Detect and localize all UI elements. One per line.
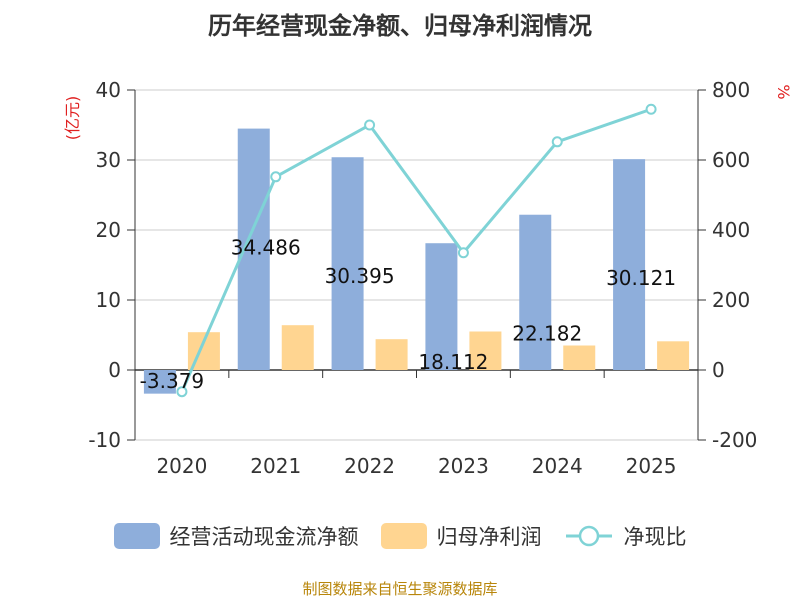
source-note: 制图数据来自恒生聚源数据库 [302, 580, 498, 598]
legend-line-marker-icon [565, 525, 612, 547]
label-layer: -10 -200 0 0 10 200 20 400 30 600 40 800 (亿元)% 2020 20… [63, 78, 793, 478]
bar-net-profit [563, 345, 596, 370]
bar-cash-flow [613, 159, 646, 370]
ratio-point [457, 247, 469, 259]
left-tick-label: 0 [108, 358, 121, 382]
data-label-cash-flow: 30.395 [325, 264, 395, 288]
category-label: 2020 [156, 454, 207, 478]
legend-label-ratio: 净现比 [623, 525, 687, 549]
data-label-cash-flow: 30.121 [606, 266, 676, 290]
bar-layer [143, 128, 690, 394]
legend-swatch-net-profit [380, 523, 427, 549]
left-tick-label: 40 [96, 78, 121, 102]
bar-cash-flow [331, 157, 364, 370]
ratio-point [270, 171, 282, 183]
right-tick-label: 800 [712, 78, 750, 102]
ratio-point [551, 136, 563, 148]
legend-label-cash-flow: 经营活动现金流净额 [169, 525, 359, 549]
left-tick-label: -10 [88, 428, 121, 452]
ratio-point [176, 386, 188, 398]
right-tick-label: 400 [712, 218, 750, 242]
bar-net-profit [375, 339, 408, 370]
category-label: 2022 [344, 454, 395, 478]
bar-cash-flow [143, 370, 176, 394]
legend: 经营活动现金流净额 归母净利润 净现比 [0, 514, 800, 558]
legend-item-net-profit[interactable]: 归母净利润 [380, 521, 542, 551]
right-tick-label: -200 [712, 428, 757, 452]
left-axis-unit: (亿元) [63, 96, 82, 141]
legend-swatch-cash-flow [113, 523, 160, 549]
data-label-cash-flow: 34.486 [231, 236, 301, 260]
category-label: 2023 [438, 454, 489, 478]
right-axis-unit: % [774, 84, 793, 99]
line-layer [176, 103, 657, 398]
left-tick-label: 30 [96, 148, 121, 172]
data-label-cash-flow: -3.379 [140, 369, 204, 393]
category-label: 2021 [250, 454, 301, 478]
bar-cash-flow [519, 214, 552, 370]
bar-net-profit [469, 331, 502, 370]
chart-title: 历年经营现金净额、归母净利润情况 [208, 12, 592, 40]
bar-cash-flow [425, 243, 458, 370]
right-tick-label: 600 [712, 148, 750, 172]
legend-label-net-profit: 归母净利润 [436, 525, 542, 549]
left-tick-label: 20 [96, 218, 121, 242]
legend-item-cash-flow[interactable]: 经营活动现金流净额 [113, 521, 359, 551]
axis-layer [127, 89, 706, 441]
category-label: 2024 [532, 454, 583, 478]
ratio-line [180, 107, 652, 393]
ratio-point [364, 119, 376, 131]
data-label-cash-flow: 22.182 [512, 322, 582, 346]
ratio-point [645, 103, 657, 115]
bar-net-profit [281, 325, 314, 370]
bar-net-profit [657, 341, 690, 370]
left-tick-label: 10 [96, 288, 121, 312]
legend-item-ratio[interactable]: 净现比 [564, 521, 687, 551]
data-label-cash-flow: 18.112 [418, 350, 488, 374]
right-tick-label: 0 [712, 358, 725, 382]
category-label: 2025 [626, 454, 677, 478]
right-tick-label: 200 [712, 288, 750, 312]
